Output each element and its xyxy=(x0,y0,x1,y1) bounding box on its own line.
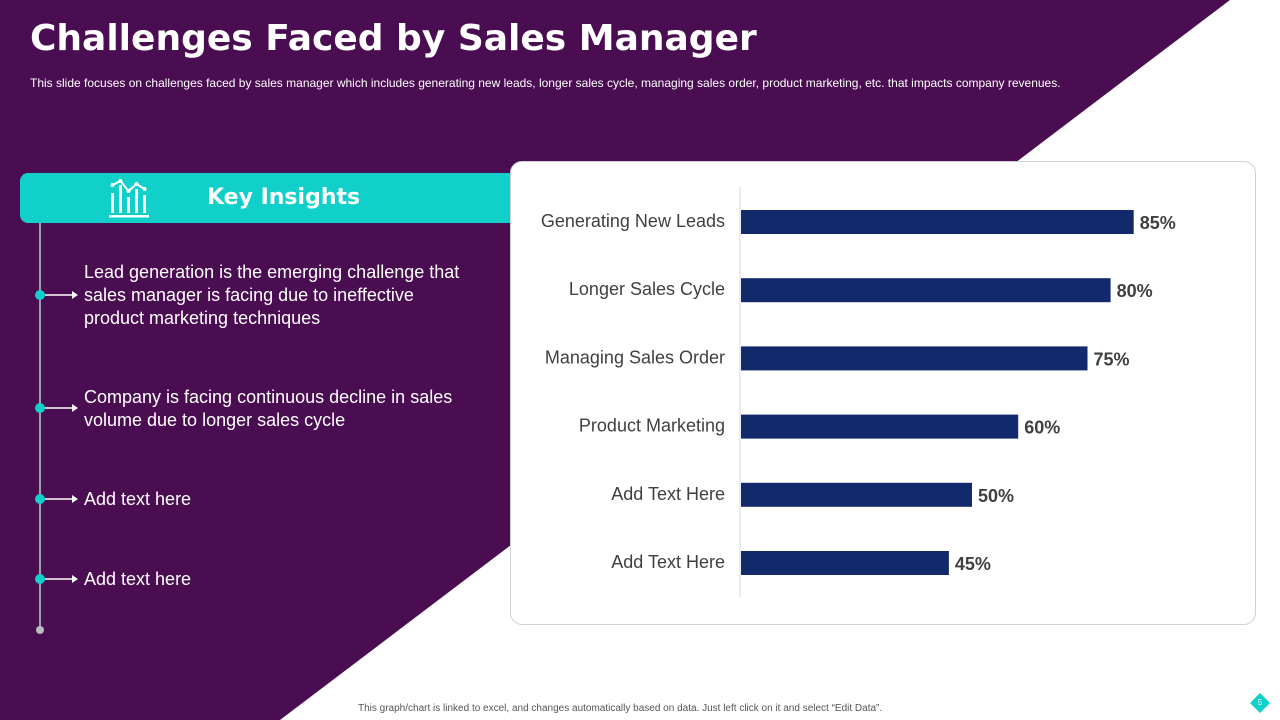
bullet-arrow-icon xyxy=(35,403,78,413)
key-insights-title: Key Insights xyxy=(207,185,361,210)
bullet-arrow-icon xyxy=(35,494,78,504)
bar xyxy=(741,482,972,507)
insight-item-1: Lead generation is the emerging challeng… xyxy=(84,262,460,328)
bar xyxy=(741,551,949,575)
slide-title: Challenges Faced by Sales Manager xyxy=(30,18,757,59)
data-label: 75% xyxy=(1094,349,1130,369)
category-label: Add Text Here xyxy=(611,552,725,572)
chart-panel xyxy=(510,161,1256,625)
data-label: 45% xyxy=(955,554,991,574)
slide-subtitle: This slide focuses on challenges faced b… xyxy=(30,76,1061,90)
page-number: 5 xyxy=(1257,698,1263,707)
data-label: 85% xyxy=(1140,213,1176,233)
category-label: Generating New Leads xyxy=(541,211,725,231)
data-label: 80% xyxy=(1117,281,1153,301)
bar-chart: Generating New Leads 85% Longer Sales Cycl… xyxy=(541,187,1176,597)
insight-item-4: Add text here xyxy=(84,569,192,589)
page-number-badge xyxy=(1250,693,1270,713)
data-label: 50% xyxy=(978,486,1014,506)
bar-chart-icon xyxy=(109,179,149,218)
bar xyxy=(741,346,1088,371)
bullet-arrow-icon xyxy=(35,574,78,584)
timeline-line xyxy=(39,223,41,630)
bar xyxy=(741,414,1019,439)
category-label: Product Marketing xyxy=(579,416,725,436)
bar xyxy=(741,210,1134,234)
insight-item-3: Add text here xyxy=(84,489,192,509)
data-label: 60% xyxy=(1024,418,1060,438)
bullet-arrow-icon xyxy=(35,290,78,300)
category-label: Longer Sales Cycle xyxy=(569,279,725,299)
category-label: Add Text Here xyxy=(611,484,725,504)
timeline-end-dot xyxy=(36,626,44,634)
insight-item-2: Company is facing continuous decline in … xyxy=(84,387,453,430)
category-label: Managing Sales Order xyxy=(545,347,725,367)
key-insights-header xyxy=(20,173,515,223)
bar xyxy=(741,278,1111,303)
footer-note: This graph/chart is linked to excel, and… xyxy=(358,703,883,714)
